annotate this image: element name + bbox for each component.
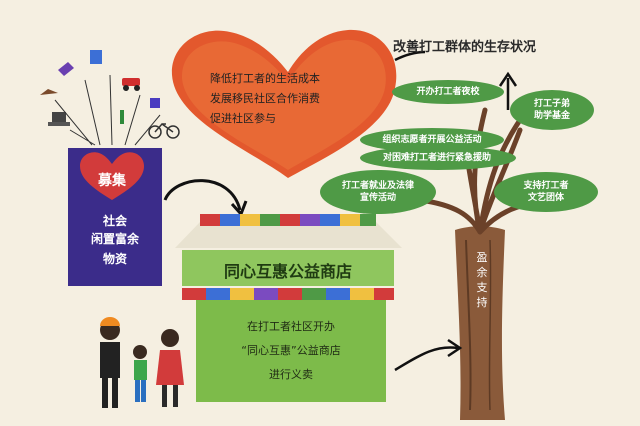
- leaf-1: 开办打工者夜校: [416, 87, 480, 97]
- heart-item-1: 降低打工者的生活成本: [210, 72, 320, 85]
- tree-branches: [417, 107, 548, 235]
- leaf-6: 支持打工者 文艺团体: [523, 181, 569, 203]
- leaf-2: 打工子弟 助学基金: [533, 99, 570, 121]
- leaf-shape-3: [360, 128, 504, 152]
- collect-line-2: 闲置富余: [90, 232, 139, 246]
- leaf-shape-2: [510, 90, 594, 130]
- trunk-label: 盈余支持: [476, 251, 488, 309]
- arrow-heart-to-goal: [394, 50, 426, 62]
- store-roof-stripes: [200, 214, 376, 226]
- store-sign-text: 同心互惠公益商店: [223, 262, 352, 281]
- leaf-4: 对困难打工者进行紧急援助: [382, 153, 491, 163]
- store-roof: [175, 222, 402, 248]
- heart-item-3: 促进社区参与: [210, 112, 276, 125]
- donated-items-icons: [40, 50, 180, 146]
- collect-heart-shape: [80, 152, 144, 200]
- store-body: [196, 300, 386, 402]
- leaf-shape-6: [494, 172, 598, 212]
- arrow-store-to-tree: [394, 346, 459, 372]
- leaf-5: 打工者就业及法律 宣传活动: [341, 181, 414, 203]
- leaf-shape-1: [392, 80, 504, 104]
- heart-item-2: 发展移民社区合作消费: [210, 92, 320, 105]
- store-awning: [182, 288, 394, 300]
- goal-heading: 改善打工群体的生存状况: [393, 40, 537, 55]
- store-sign: [182, 250, 394, 286]
- people-illustration: [100, 317, 184, 408]
- store-desc-3: 进行义卖: [269, 368, 313, 381]
- store-desc-1: 在打工者社区开办: [247, 320, 335, 333]
- leaf-shape-4: [360, 146, 516, 170]
- arrow-box-to-store: [163, 179, 242, 211]
- collect-line-1: 社会: [102, 214, 127, 228]
- leaf-3: 组织志愿者开展公益活动: [382, 135, 482, 145]
- collect-line-3: 物资: [102, 252, 127, 266]
- collect-label: 募集: [98, 173, 126, 189]
- leaf-shape-5: [320, 170, 436, 214]
- store-desc-2: “同心互惠”公益商店: [241, 344, 341, 357]
